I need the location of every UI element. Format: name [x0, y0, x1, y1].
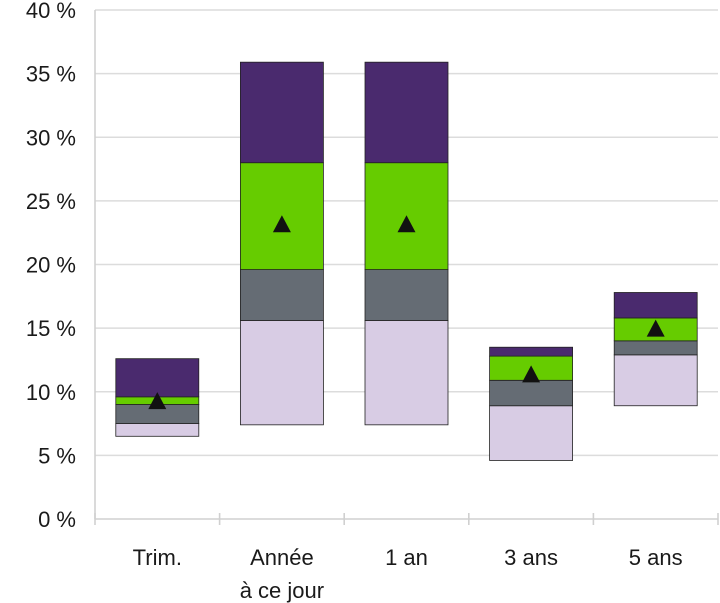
bar-segment: [489, 379, 574, 407]
y-axis-tick-labels: 0 % 5 % 10 % 15 % 20 % 25 % 30 % 35 % 40 %: [26, 0, 76, 532]
triangle-marker: [148, 392, 167, 410]
x-category-label: Année: [250, 545, 314, 570]
bar-segment: [613, 292, 698, 319]
x-category-label: Trim.: [133, 545, 182, 570]
bar-segment: [613, 340, 698, 356]
bar-segment: [115, 423, 200, 437]
x-category-label: 5 ans: [629, 545, 683, 570]
bar-segment: [364, 320, 449, 426]
bars: [115, 61, 698, 461]
x-category-label: 3 ans: [504, 545, 558, 570]
triangle-marker: [646, 319, 665, 337]
y-tick-label: 40 %: [26, 0, 76, 23]
bar-segment: [489, 405, 574, 461]
y-tick-label: 5 %: [38, 443, 76, 468]
axes: [94, 10, 719, 525]
x-category-label: 1 an: [385, 545, 428, 570]
x-category-label: à ce jour: [240, 578, 324, 603]
triangle-marker: [522, 365, 541, 383]
y-tick-label: 20 %: [26, 253, 76, 278]
y-tick-label: 15 %: [26, 316, 76, 341]
triangle-marker: [272, 215, 291, 233]
bar-segment: [364, 269, 449, 321]
x-axis-category-labels: Trim. Année à ce jour 1 an 3 ans 5 ans: [133, 545, 683, 603]
bar-segment: [239, 61, 324, 164]
y-tick-label: 30 %: [26, 125, 76, 150]
y-tick-label: 10 %: [26, 380, 76, 405]
bar-segment: [239, 269, 324, 321]
triangle-marker: [397, 215, 416, 233]
bar-segment: [489, 346, 574, 357]
bar-segment: [115, 358, 200, 398]
markers: [148, 215, 665, 410]
bar-segment: [239, 320, 324, 426]
bar-segment: [613, 354, 698, 407]
y-tick-label: 25 %: [26, 189, 76, 214]
bar-segment: [364, 61, 449, 164]
y-tick-label: 0 %: [38, 507, 76, 532]
y-tick-label: 35 %: [26, 62, 76, 87]
